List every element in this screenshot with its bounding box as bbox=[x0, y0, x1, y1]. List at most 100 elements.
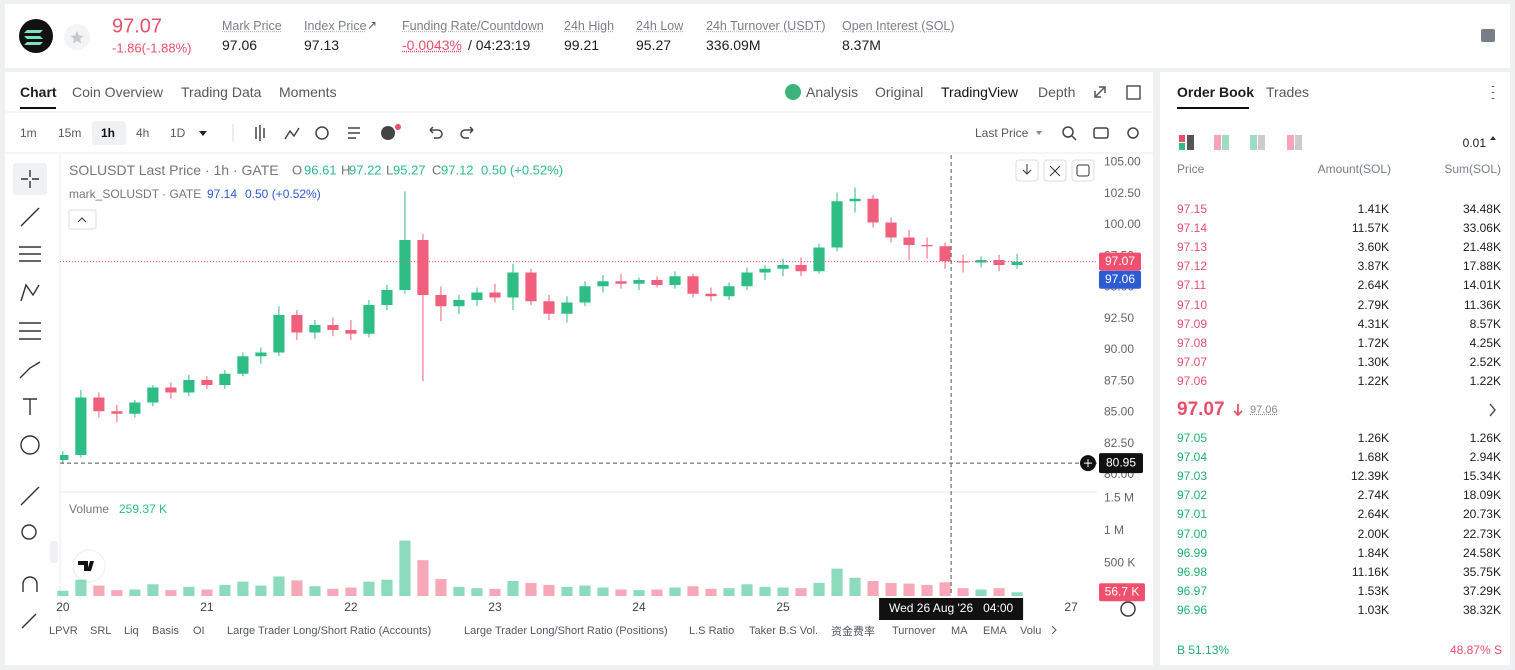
volume-bar bbox=[705, 588, 717, 596]
pattern-tool[interactable] bbox=[20, 283, 40, 302]
indicator[interactable]: SRL bbox=[90, 625, 112, 637]
interval[interactable]: 1D bbox=[170, 126, 186, 140]
row-price: 97.15 bbox=[1177, 202, 1208, 216]
notes-icon[interactable] bbox=[1481, 29, 1495, 42]
view-tab[interactable]: Depth bbox=[1038, 84, 1076, 100]
tab[interactable]: Order Book bbox=[1177, 84, 1255, 100]
view-tab[interactable]: TradingView bbox=[941, 84, 1019, 100]
row-price: 97.10 bbox=[1177, 297, 1208, 312]
indicator[interactable]: LPVR bbox=[49, 625, 78, 637]
zoom-tool[interactable] bbox=[21, 524, 37, 540]
indicator[interactable]: Liq bbox=[124, 625, 139, 637]
interval[interactable]: 1h bbox=[101, 126, 116, 140]
volume-bar bbox=[75, 579, 87, 596]
trendline-tool[interactable] bbox=[20, 207, 40, 227]
candle-body bbox=[75, 397, 87, 455]
replay-icon[interactable] bbox=[315, 126, 329, 140]
lock-tool[interactable] bbox=[21, 613, 37, 629]
text-tool[interactable] bbox=[23, 398, 37, 415]
tab[interactable]: Moments bbox=[279, 84, 337, 100]
row-sum: 2.94K bbox=[1469, 450, 1501, 465]
ruler-tool[interactable] bbox=[20, 486, 40, 506]
view-icon[interactable] bbox=[1179, 135, 1185, 142]
candle-body bbox=[867, 198, 879, 223]
view-icon[interactable] bbox=[1250, 135, 1257, 150]
candle-body bbox=[381, 290, 393, 305]
indicator[interactable]: EMA bbox=[983, 625, 1007, 637]
view-icon bbox=[1187, 135, 1194, 150]
indicator[interactable]: Large Trader Long/Short Ratio (Positions… bbox=[464, 625, 668, 637]
collapse-button[interactable] bbox=[68, 209, 97, 230]
row-amount: 2.64K bbox=[1357, 278, 1389, 293]
row-price: 97.02 bbox=[1177, 488, 1208, 503]
dropdown-arrow[interactable] bbox=[1036, 131, 1042, 135]
indicators-icon[interactable] bbox=[284, 127, 300, 140]
row-amount: 1.41K bbox=[1357, 202, 1389, 216]
volume-bar bbox=[561, 586, 573, 596]
tab[interactable]: Chart bbox=[20, 84, 57, 100]
indicator[interactable]: Large Trader Long/Short Ratio (Accounts) bbox=[227, 625, 432, 637]
volume-bar bbox=[723, 588, 735, 596]
candle-body bbox=[813, 247, 825, 272]
indicator[interactable]: Volu bbox=[1020, 625, 1042, 637]
down-arrow bbox=[1233, 404, 1243, 417]
brush-tool[interactable] bbox=[19, 361, 41, 379]
redo-icon[interactable] bbox=[460, 126, 474, 139]
candle-type-icon[interactable] bbox=[255, 125, 265, 141]
magnet-tool[interactable] bbox=[22, 576, 38, 592]
view-tab[interactable]: Original bbox=[875, 84, 924, 100]
crosshair-tool[interactable] bbox=[21, 170, 39, 188]
indicator[interactable]: OI bbox=[193, 625, 205, 637]
dropdown-arrow[interactable] bbox=[1489, 88, 1496, 140]
x-tick-label: 21 bbox=[200, 600, 214, 614]
volume-bar bbox=[147, 584, 159, 596]
add-indicator-icon[interactable] bbox=[381, 126, 395, 140]
template-icon[interactable] bbox=[348, 127, 360, 139]
interval[interactable]: 1m bbox=[20, 126, 37, 140]
view-icon[interactable] bbox=[1287, 135, 1294, 150]
tab[interactable]: Coin Overview bbox=[72, 84, 164, 100]
volume-bar bbox=[165, 590, 177, 596]
row-amount: 1.22K bbox=[1357, 373, 1389, 388]
chevron-right[interactable] bbox=[1489, 403, 1496, 417]
window-icon[interactable] bbox=[1126, 85, 1141, 100]
camera-icon[interactable] bbox=[1093, 127, 1109, 139]
indicator[interactable]: 资金费率 bbox=[831, 626, 875, 638]
tab[interactable]: Trades bbox=[1266, 84, 1310, 100]
header-bar bbox=[5, 4, 1510, 68]
volume-bar bbox=[867, 581, 879, 596]
drawing-tools bbox=[13, 163, 47, 629]
candle-body bbox=[219, 373, 231, 385]
projection-tool[interactable] bbox=[19, 322, 41, 340]
stat-extra: / 04:23:19 bbox=[468, 37, 531, 53]
collapse-handle[interactable] bbox=[50, 541, 58, 563]
indicator[interactable]: MA bbox=[951, 625, 968, 637]
candle-body bbox=[669, 276, 681, 285]
tab[interactable]: Trading Data bbox=[181, 84, 262, 100]
row-sum: 4.25K bbox=[1469, 335, 1501, 350]
indicator[interactable]: Taker B.S Vol. bbox=[749, 625, 819, 637]
emoji-tool[interactable] bbox=[20, 435, 40, 455]
indicator[interactable]: L.S Ratio bbox=[689, 625, 735, 637]
search-icon[interactable] bbox=[1062, 126, 1074, 138]
volume-bar bbox=[273, 576, 285, 596]
interval[interactable]: 4h bbox=[136, 126, 150, 140]
fib-tool[interactable] bbox=[19, 246, 41, 262]
interval[interactable]: 15m bbox=[58, 126, 82, 140]
fullscreen-icon[interactable] bbox=[1094, 86, 1106, 98]
dropdown-arrow[interactable] bbox=[199, 131, 207, 136]
column-header: Sum(SOL) bbox=[1444, 162, 1501, 176]
indicator[interactable]: Turnover bbox=[892, 625, 936, 637]
candle-body bbox=[831, 201, 843, 248]
column-header: Price bbox=[1177, 162, 1205, 176]
scroll-right[interactable] bbox=[1051, 625, 1057, 635]
indicator[interactable]: Basis bbox=[152, 625, 179, 637]
undo-icon[interactable] bbox=[429, 126, 443, 139]
view-tab[interactable]: Analysis bbox=[806, 84, 859, 100]
view-icon bbox=[1258, 135, 1265, 150]
axis-settings[interactable] bbox=[1120, 601, 1136, 617]
candle-body bbox=[255, 352, 267, 357]
view-icon[interactable] bbox=[1214, 135, 1221, 150]
settings-icon[interactable] bbox=[1127, 127, 1139, 139]
